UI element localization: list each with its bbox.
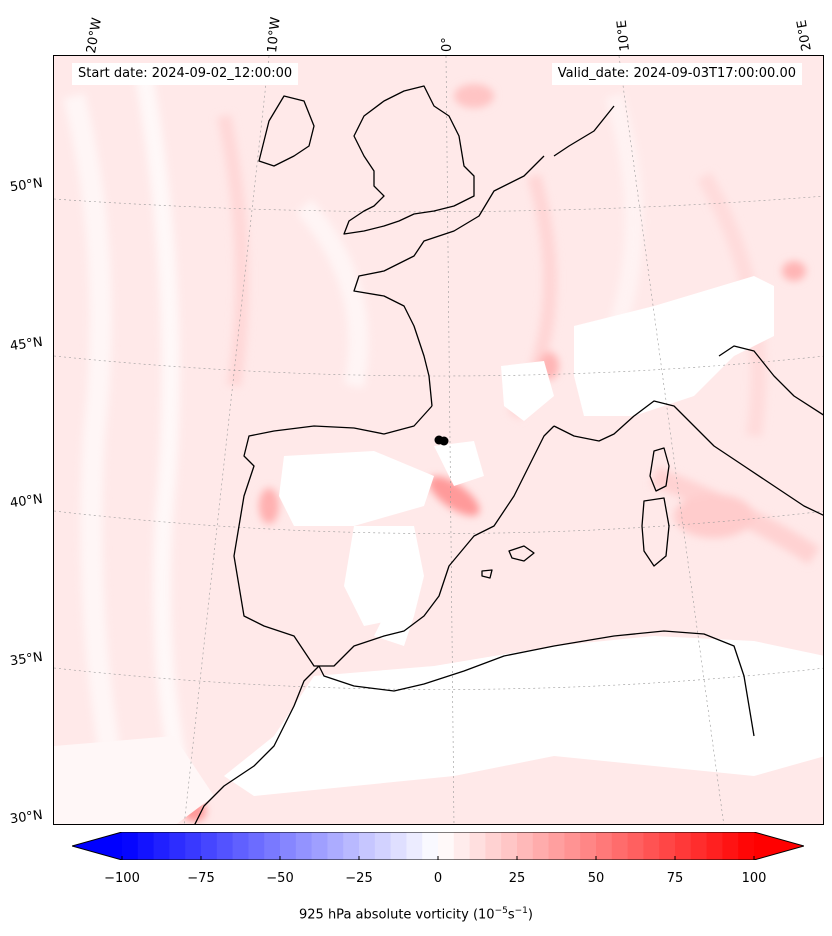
- colorbar-tick-label: −100: [104, 871, 140, 886]
- colorbar-cell: [485, 832, 502, 860]
- colorbar-cell: [359, 832, 376, 860]
- colorbar-cell: [706, 832, 723, 860]
- colorbar-cell: [153, 832, 170, 860]
- lon-label-10e: 10°E: [614, 19, 633, 53]
- lat-label-50n: 50°N: [9, 175, 44, 196]
- colorbar-cell: [532, 832, 550, 860]
- colorbar-label-suffix: ): [527, 907, 533, 923]
- lon-label-20w: 20°W: [84, 16, 106, 55]
- valid-date-label: Valid_date: 2024-09-03T17:00:00.00: [551, 63, 802, 85]
- map-panel[interactable]: [53, 55, 824, 825]
- colorbar-tick-label: −75: [187, 871, 215, 886]
- colorbar-tick-label: −25: [345, 871, 373, 886]
- colorbar: [72, 832, 804, 860]
- colorbar-tick-label: −50: [266, 871, 294, 886]
- colorbar-tick-label: 0: [433, 871, 443, 886]
- colorbar-cell: [659, 832, 676, 860]
- start-date-label: Start date: 2024-09-02_12:00:00: [72, 63, 299, 85]
- colorbar-cell: [390, 832, 407, 860]
- colorbar-cell: [295, 832, 313, 860]
- colorbar-cell: [675, 832, 692, 860]
- colorbar-cell: [564, 832, 581, 860]
- colorbar-cell: [627, 832, 644, 860]
- colorbar-label-exponent-1: −5: [494, 906, 508, 916]
- colorbar-label-unit: s: [507, 907, 515, 923]
- colorbar-cell: [438, 832, 455, 860]
- colorbar-cell: [343, 832, 360, 860]
- colorbar-cell: [327, 832, 344, 860]
- colorbar-cell: [311, 832, 328, 860]
- colorbar-cell: [137, 832, 155, 860]
- vorticity-streaks: [63, 74, 820, 824]
- colorbar-cell: [469, 832, 486, 860]
- coastlines: [194, 85, 823, 824]
- colorbar-cell: [264, 832, 281, 860]
- colorbar-cell: [517, 832, 534, 860]
- lat-label-45n: 45°N: [9, 334, 44, 355]
- colorbar-cell: [738, 832, 755, 860]
- colorbar-cells: [122, 832, 755, 860]
- lon-label-10w: 10°W: [265, 16, 284, 54]
- near-zero-regions: [54, 276, 823, 824]
- lat-label-30n: 30°N: [9, 807, 44, 828]
- colorbar-cell: [580, 832, 597, 860]
- lat-label-40n: 40°N: [9, 491, 44, 512]
- colorbar-tick-label: 50: [587, 871, 605, 886]
- colorbar-cell: [501, 832, 518, 860]
- colorbar-cell: [548, 832, 565, 860]
- colorbar-cell: [722, 832, 739, 860]
- colorbar-min-extension: [72, 832, 122, 860]
- graticule: [54, 56, 823, 824]
- colorbar-cell: [690, 832, 708, 860]
- colorbar-cell: [406, 832, 423, 860]
- colorbar-label-exponent-2: −1: [514, 906, 528, 916]
- colorbar-label: 925 hPa absolute vorticity (10−5s−1): [0, 906, 832, 922]
- vorticity-field-map: [54, 56, 823, 824]
- colorbar-label-prefix: 925 hPa absolute vorticity (10: [299, 907, 495, 923]
- colorbar-max-extension: [754, 832, 804, 860]
- storm-center-marker: [434, 435, 449, 446]
- colorbar-cell: [122, 832, 139, 860]
- colorbar-cell: [422, 832, 439, 860]
- lon-label-20e: 20°E: [794, 18, 815, 53]
- colorbar-cell: [216, 832, 234, 860]
- colorbar-cell: [374, 832, 392, 860]
- colorbar-ticks: [121, 856, 755, 860]
- colorbar-cell: [611, 832, 629, 860]
- colorbar-cell: [185, 832, 202, 860]
- colorbar-tick-label: 75: [666, 871, 684, 886]
- colorbar-cell: [280, 832, 297, 860]
- colorbar-cell: [169, 832, 186, 860]
- colorbar-cell: [201, 832, 218, 860]
- colorbar-cell: [248, 832, 265, 860]
- colorbar-cell: [453, 832, 471, 860]
- lat-label-35n: 35°N: [9, 649, 44, 670]
- colorbar-tick-label: 100: [741, 871, 767, 886]
- colorbar-tick-label: 25: [508, 871, 526, 886]
- colorbar-cell: [643, 832, 660, 860]
- lon-label-0: 0°: [440, 37, 455, 52]
- colorbar-cell: [232, 832, 249, 860]
- colorbar-cell: [596, 832, 613, 860]
